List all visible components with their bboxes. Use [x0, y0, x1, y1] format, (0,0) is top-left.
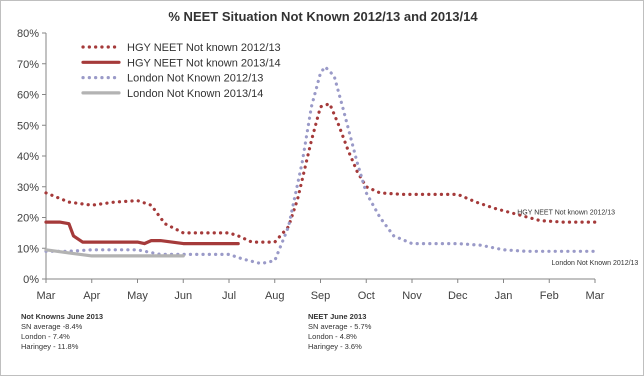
y-tick-label: 10%	[17, 243, 39, 255]
x-tick-label: Sep	[311, 290, 331, 302]
note-heading: Not Knowns June 2013	[21, 312, 104, 321]
x-tick-label: May	[127, 290, 148, 302]
x-tick-label: Mar	[586, 290, 605, 302]
legend-label: London Not Known 2013/14	[127, 88, 263, 100]
legend-label: HGY NEET Not known 2012/13	[127, 42, 281, 54]
note-line: London - 4.8%	[308, 332, 357, 341]
series-line-2	[44, 220, 240, 246]
y-tick-label: 30%	[17, 182, 39, 194]
note-not-knowns-june-2013: Not Knowns June 2013 SN average -8.4% Lo…	[21, 312, 103, 352]
x-tick-label: Dec	[448, 290, 468, 302]
y-tick-label: 50%	[17, 120, 39, 132]
x-tick-label: Jan	[495, 290, 513, 302]
x-tick-label: Aug	[265, 290, 285, 302]
y-tick-label: 70%	[17, 59, 39, 71]
note-line: London - 7.4%	[21, 332, 70, 341]
chart-title: % NEET Situation Not Known 2012/13 and 2…	[168, 9, 478, 24]
x-tick-label: Jul	[222, 290, 236, 302]
series-line-1	[44, 102, 597, 244]
x-tick-label: Oct	[358, 290, 375, 302]
note-line: SN average -8.4%	[21, 322, 83, 331]
note-line: Haringey - 11.8%	[21, 342, 79, 351]
series-annotation: London Not Known 2012/13	[552, 260, 639, 267]
note-line: Haringey - 3.6%	[308, 342, 362, 351]
series-line-4	[44, 248, 185, 258]
x-tick-label: Nov	[402, 290, 422, 302]
x-tick-label: Apr	[83, 290, 100, 302]
series-annotation: HGY NEET Not known 2012/13	[517, 209, 615, 216]
x-tick-label: Mar	[37, 290, 56, 302]
note-line: SN average - 5.7%	[308, 322, 372, 331]
y-tick-label: 40%	[17, 151, 39, 163]
legend-label: HGY NEET Not known 2013/14	[127, 57, 281, 69]
x-tick-label: Feb	[540, 290, 559, 302]
legend-label: London Not Known 2012/13	[127, 73, 263, 85]
note-heading: NEET June 2013	[308, 312, 367, 321]
y-tick-label: 80%	[17, 28, 39, 40]
x-tick-label: Jun	[174, 290, 192, 302]
y-tick-label: 20%	[17, 213, 39, 225]
y-tick-label: 0%	[23, 274, 39, 286]
note-neet-june-2013: NEET June 2013 SN average - 5.7% London …	[308, 312, 371, 352]
y-tick-label: 60%	[17, 90, 39, 102]
